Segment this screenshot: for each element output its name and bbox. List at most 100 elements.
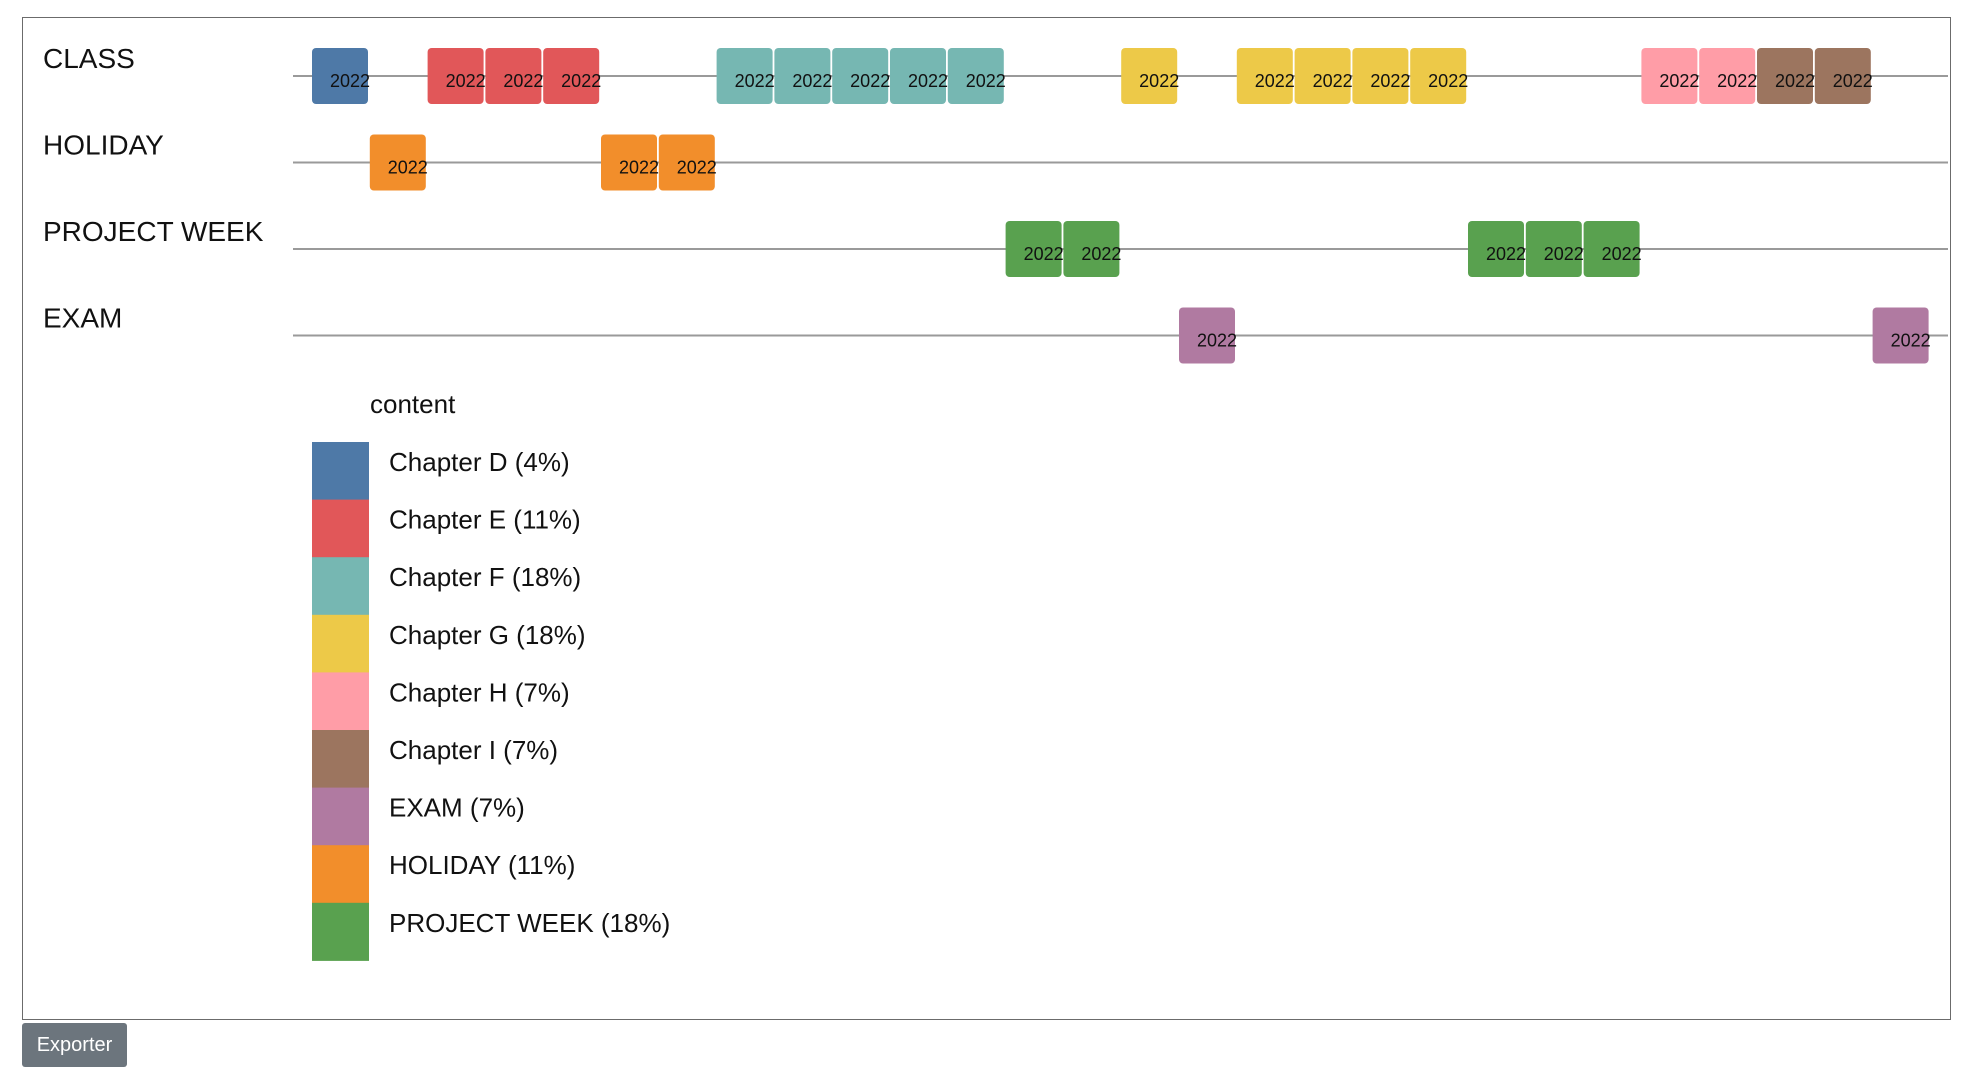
- timeline-tile[interactable]: 2022: [1063, 221, 1121, 277]
- legend-label: HOLIDAY (11%): [389, 850, 575, 880]
- timeline-tile-rect: [832, 48, 889, 104]
- timeline-tile-label: 2022: [1544, 244, 1584, 264]
- timeline-tile[interactable]: 2022: [485, 48, 543, 104]
- timeline-tile-label: 2022: [735, 71, 775, 91]
- row-label: EXAM: [43, 303, 122, 334]
- timeline-chart: CLASS HOLIDAY PROJECT WEEK EXAM 2022 2022 2022…: [43, 43, 1948, 961]
- timeline-tile-rect: [774, 48, 831, 104]
- timeline-tile-label: 2022: [1486, 244, 1526, 264]
- timeline-tile[interactable]: 2022: [1121, 48, 1179, 104]
- timeline-tile[interactable]: 2022: [1236, 48, 1295, 104]
- legend-swatch: [312, 845, 369, 904]
- timeline-tile-label: 2022: [1024, 244, 1064, 264]
- timeline-tile-rect: [1641, 48, 1698, 104]
- timeline-tile-label: 2022: [1428, 71, 1468, 91]
- timeline-tile-rect: [1352, 48, 1409, 104]
- timeline-tile-rect: [601, 134, 657, 191]
- legend-swatch: [312, 787, 369, 846]
- row-label: HOLIDAY: [43, 130, 164, 161]
- timeline-tile-rect: [1525, 221, 1582, 277]
- timeline-tile[interactable]: 2022: [427, 48, 486, 104]
- timeline-tile-label: 2022: [908, 71, 948, 91]
- legend-label: Chapter F (18%): [389, 562, 581, 592]
- timeline-tile-rect: [312, 48, 368, 104]
- timeline-tile[interactable]: 2022: [1641, 48, 1699, 104]
- legend-label: EXAM (7%): [389, 793, 525, 823]
- timeline-tile[interactable]: 2022: [947, 48, 1006, 104]
- legend-label: PROJECT WEEK (18%): [389, 908, 670, 938]
- legend-label: Chapter D (4%): [389, 447, 570, 477]
- timeline-tile-label: 2022: [388, 158, 428, 178]
- timeline-tile-label: 2022: [1602, 244, 1642, 264]
- timeline-tile[interactable]: 2022: [312, 48, 370, 104]
- timeline-tile[interactable]: 2022: [1468, 221, 1526, 277]
- timeline-tile-rect: [1468, 221, 1524, 277]
- timeline-tile-label: 2022: [1659, 71, 1699, 91]
- timeline-tile-label: 2022: [792, 71, 832, 91]
- timeline-tile[interactable]: 2022: [601, 134, 659, 191]
- timeline-tile[interactable]: 2022: [890, 48, 948, 104]
- timeline-chart-frame: [22, 17, 1951, 1020]
- timeline-tile-label: 2022: [446, 71, 486, 91]
- timeline-tile[interactable]: 2022: [1872, 307, 1931, 364]
- timeline-tile-rect: [658, 134, 715, 191]
- timeline-tile[interactable]: 2022: [1699, 48, 1757, 104]
- timeline-tile[interactable]: 2022: [1525, 221, 1584, 277]
- exporter-button[interactable]: Exporter: [22, 1023, 127, 1067]
- timeline-tile[interactable]: 2022: [1294, 48, 1353, 104]
- timeline-tile[interactable]: 2022: [1757, 48, 1815, 104]
- timeline-tile-label: 2022: [1891, 331, 1931, 351]
- timeline-tile-rect: [485, 48, 542, 104]
- timeline-tile-label: 2022: [1717, 71, 1757, 91]
- timeline-tile[interactable]: 2022: [832, 48, 890, 104]
- timeline-tile-rect: [427, 48, 484, 104]
- legend-swatch: [312, 730, 369, 789]
- timeline-tile[interactable]: 2022: [658, 134, 717, 191]
- legend-label: Chapter I (7%): [389, 735, 558, 765]
- timeline-tile-rect: [1699, 48, 1756, 104]
- timeline-tile-rect: [1236, 48, 1293, 104]
- timeline-tile-rect: [1583, 221, 1640, 277]
- timeline-tile-label: 2022: [330, 71, 370, 91]
- timeline-tile-label: 2022: [677, 158, 717, 178]
- timeline-tile-label: 2022: [1197, 331, 1237, 351]
- legend-swatch: [312, 442, 369, 501]
- timeline-tile[interactable]: 2022: [369, 134, 428, 191]
- timeline-tile-label: 2022: [1370, 71, 1410, 91]
- timeline-tile-label: 2022: [561, 71, 601, 91]
- timeline-tile-rect: [1872, 307, 1929, 364]
- timeline-tile-rect: [1757, 48, 1813, 104]
- timeline-tile[interactable]: 2022: [1583, 221, 1642, 277]
- legend-label: Chapter G (18%): [389, 620, 586, 650]
- timeline-tile[interactable]: 2022: [774, 48, 832, 104]
- timeline-tile[interactable]: 2022: [1814, 48, 1873, 104]
- legend-title: content: [370, 389, 456, 419]
- timeline-tile-rect: [1294, 48, 1351, 104]
- timeline-tile-label: 2022: [1833, 71, 1873, 91]
- legend-swatch: [312, 614, 369, 673]
- legend-swatch: [312, 902, 369, 961]
- timeline-tile[interactable]: 2022: [1410, 48, 1468, 104]
- timeline-tile-label: 2022: [619, 158, 659, 178]
- timeline-tile-rect: [543, 48, 600, 104]
- legend-swatch: [312, 557, 369, 616]
- timeline-tile[interactable]: 2022: [1005, 221, 1064, 277]
- timeline-tile[interactable]: 2022: [543, 48, 601, 104]
- timeline-tile[interactable]: 2022: [716, 48, 775, 104]
- timeline-tile-rect: [1121, 48, 1178, 104]
- timeline-tile-label: 2022: [1255, 71, 1295, 91]
- timeline-tile[interactable]: 2022: [1352, 48, 1410, 104]
- timeline-tile-rect: [1179, 307, 1235, 364]
- timeline-tile-label: 2022: [966, 71, 1006, 91]
- timeline-tile-rect: [1814, 48, 1871, 104]
- legend-swatch: [312, 499, 369, 558]
- row-label: PROJECT WEEK: [43, 216, 264, 247]
- legend-label: Chapter H (7%): [389, 677, 570, 707]
- timeline-tile-rect: [1063, 221, 1120, 277]
- timeline-tile-label: 2022: [503, 71, 543, 91]
- timeline-tile-label: 2022: [1313, 71, 1353, 91]
- timeline-tile-label: 2022: [1081, 244, 1121, 264]
- timeline-tile-label: 2022: [1775, 71, 1815, 91]
- timeline-tile-rect: [716, 48, 773, 104]
- timeline-tile[interactable]: 2022: [1179, 307, 1237, 364]
